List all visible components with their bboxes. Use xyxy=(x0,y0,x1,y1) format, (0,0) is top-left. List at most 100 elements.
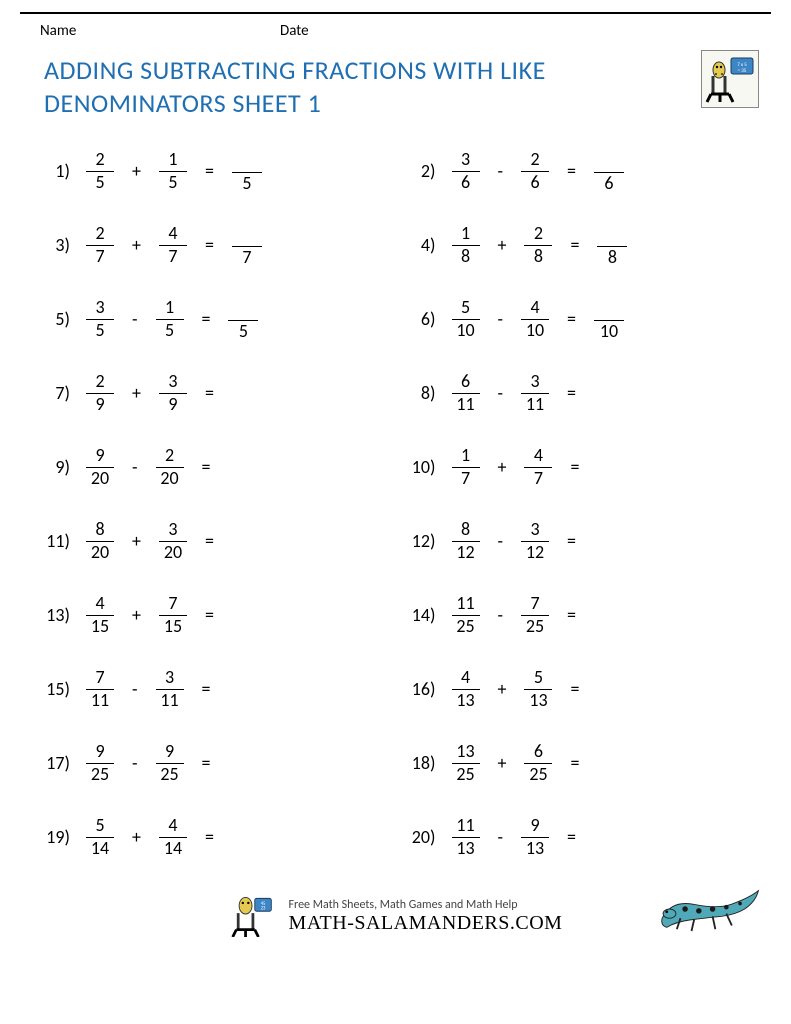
denominator: 5 xyxy=(164,172,181,193)
equals-sign: = xyxy=(567,308,576,330)
numerator: 9 xyxy=(91,446,108,467)
fraction-a: 11 13 xyxy=(452,816,480,859)
numerator: 2 xyxy=(91,372,108,393)
answer-numerator xyxy=(594,148,624,172)
answer-denominator: 6 xyxy=(600,173,617,194)
problem-row: 9) 9 20 - 2 20 = xyxy=(36,439,394,495)
operator: - xyxy=(498,604,504,626)
problem-number: 6) xyxy=(394,308,444,330)
problem-row: 13) 4 15 + 7 15 = xyxy=(36,587,394,643)
numerator: 1 xyxy=(164,150,181,171)
numerator: 6 xyxy=(457,372,474,393)
problem-row: 20) 11 13 - 9 13 = xyxy=(394,809,752,865)
footer-tagline: Free Math Sheets, Math Games and Math He… xyxy=(289,898,563,912)
fraction-a: 3 6 xyxy=(452,150,480,193)
operator: - xyxy=(132,308,138,330)
numerator: 4 xyxy=(457,668,474,689)
equals-sign: = xyxy=(570,234,579,256)
fraction-b: 4 7 xyxy=(524,446,552,489)
numerator: 3 xyxy=(91,298,108,319)
denominator: 12 xyxy=(452,542,478,563)
denominator: 15 xyxy=(87,616,113,637)
equals-sign: = xyxy=(202,456,211,478)
numerator: 7 xyxy=(91,668,108,689)
denominator: 5 xyxy=(91,172,108,193)
problem-row: 19) 5 14 + 4 14 = xyxy=(36,809,394,865)
answer-fraction: 8 xyxy=(597,222,627,268)
numerator: 1 xyxy=(161,298,178,319)
problem-number: 5) xyxy=(36,308,78,330)
answer-numerator xyxy=(597,222,627,246)
problem-number: 10) xyxy=(394,456,444,478)
footer-brand: MATH-SALAMANDERS.COM xyxy=(289,912,563,935)
fraction-a: 8 12 xyxy=(452,520,480,563)
numerator: 2 xyxy=(91,150,108,171)
problem-row: 3) 2 7 + 4 7 = 7 xyxy=(36,217,394,273)
numerator: 9 xyxy=(526,816,543,837)
answer-fraction: 5 xyxy=(228,296,258,342)
title-line-1: ADDING SUBTRACTING FRACTIONS WITH LIKE xyxy=(44,54,546,86)
numerator: 7 xyxy=(526,594,543,615)
denominator: 20 xyxy=(160,542,186,563)
answer-denominator: 8 xyxy=(604,247,621,268)
denominator: 14 xyxy=(160,838,186,859)
equals-sign: = xyxy=(205,826,214,848)
operator: + xyxy=(132,604,141,626)
operator: - xyxy=(132,456,138,478)
denominator: 25 xyxy=(452,764,478,785)
operator: - xyxy=(132,752,138,774)
denominator: 9 xyxy=(91,394,108,415)
denominator: 25 xyxy=(452,616,478,637)
numerator: 4 xyxy=(91,594,108,615)
fraction-b: 6 25 xyxy=(524,742,552,785)
equals-sign: = xyxy=(570,678,579,700)
answer-fraction: 5 xyxy=(232,148,262,194)
fraction-b: 1 5 xyxy=(159,150,187,193)
fraction-b: 4 14 xyxy=(159,816,187,859)
numerator: 2 xyxy=(91,224,108,245)
problem-row: 18) 13 25 + 6 25 = xyxy=(394,735,752,791)
problem-number: 18) xyxy=(394,752,444,774)
numerator: 4 xyxy=(164,816,181,837)
operator: + xyxy=(498,752,507,774)
problem-row: 7) 2 9 + 3 9 = xyxy=(36,365,394,421)
fraction-a: 5 14 xyxy=(86,816,114,859)
fraction-b: 3 11 xyxy=(156,668,184,711)
numerator: 3 xyxy=(164,520,181,541)
denominator: 11 xyxy=(156,690,182,711)
numerator: 3 xyxy=(161,668,178,689)
fraction-a: 2 9 xyxy=(86,372,114,415)
fraction-b: 3 20 xyxy=(159,520,187,563)
fraction-a: 5 10 xyxy=(452,298,480,341)
problem-row: 2) 3 6 - 2 6 = 6 xyxy=(394,143,752,199)
numerator: 8 xyxy=(91,520,108,541)
numerator: 8 xyxy=(457,520,474,541)
numerator: 3 xyxy=(526,372,543,393)
fraction-b: 2 8 xyxy=(524,224,552,267)
numerator: 7 xyxy=(164,594,181,615)
equals-sign: = xyxy=(205,160,214,182)
answer-numerator xyxy=(232,222,262,246)
fraction-a: 7 11 xyxy=(86,668,114,711)
fraction-b: 3 12 xyxy=(521,520,549,563)
problem-number: 13) xyxy=(36,604,78,626)
fraction-a: 2 5 xyxy=(86,150,114,193)
equals-sign: = xyxy=(567,826,576,848)
operator: - xyxy=(498,530,504,552)
problem-number: 8) xyxy=(394,382,444,404)
problem-number: 12) xyxy=(394,530,444,552)
numerator: 2 xyxy=(530,224,547,245)
denominator: 13 xyxy=(452,690,478,711)
numerator: 2 xyxy=(526,150,543,171)
equals-sign: = xyxy=(567,160,576,182)
denominator: 13 xyxy=(452,838,478,859)
numerator: 11 xyxy=(452,594,478,615)
equals-sign: = xyxy=(567,604,576,626)
answer-numerator xyxy=(228,296,258,320)
answer-numerator xyxy=(594,296,624,320)
fraction-a: 13 25 xyxy=(452,742,480,785)
brand-logo-top: 7 x 5 = 35 xyxy=(701,50,759,108)
numerator: 6 xyxy=(530,742,547,763)
fraction-b: 2 6 xyxy=(521,150,549,193)
fraction-a: 1 8 xyxy=(452,224,480,267)
